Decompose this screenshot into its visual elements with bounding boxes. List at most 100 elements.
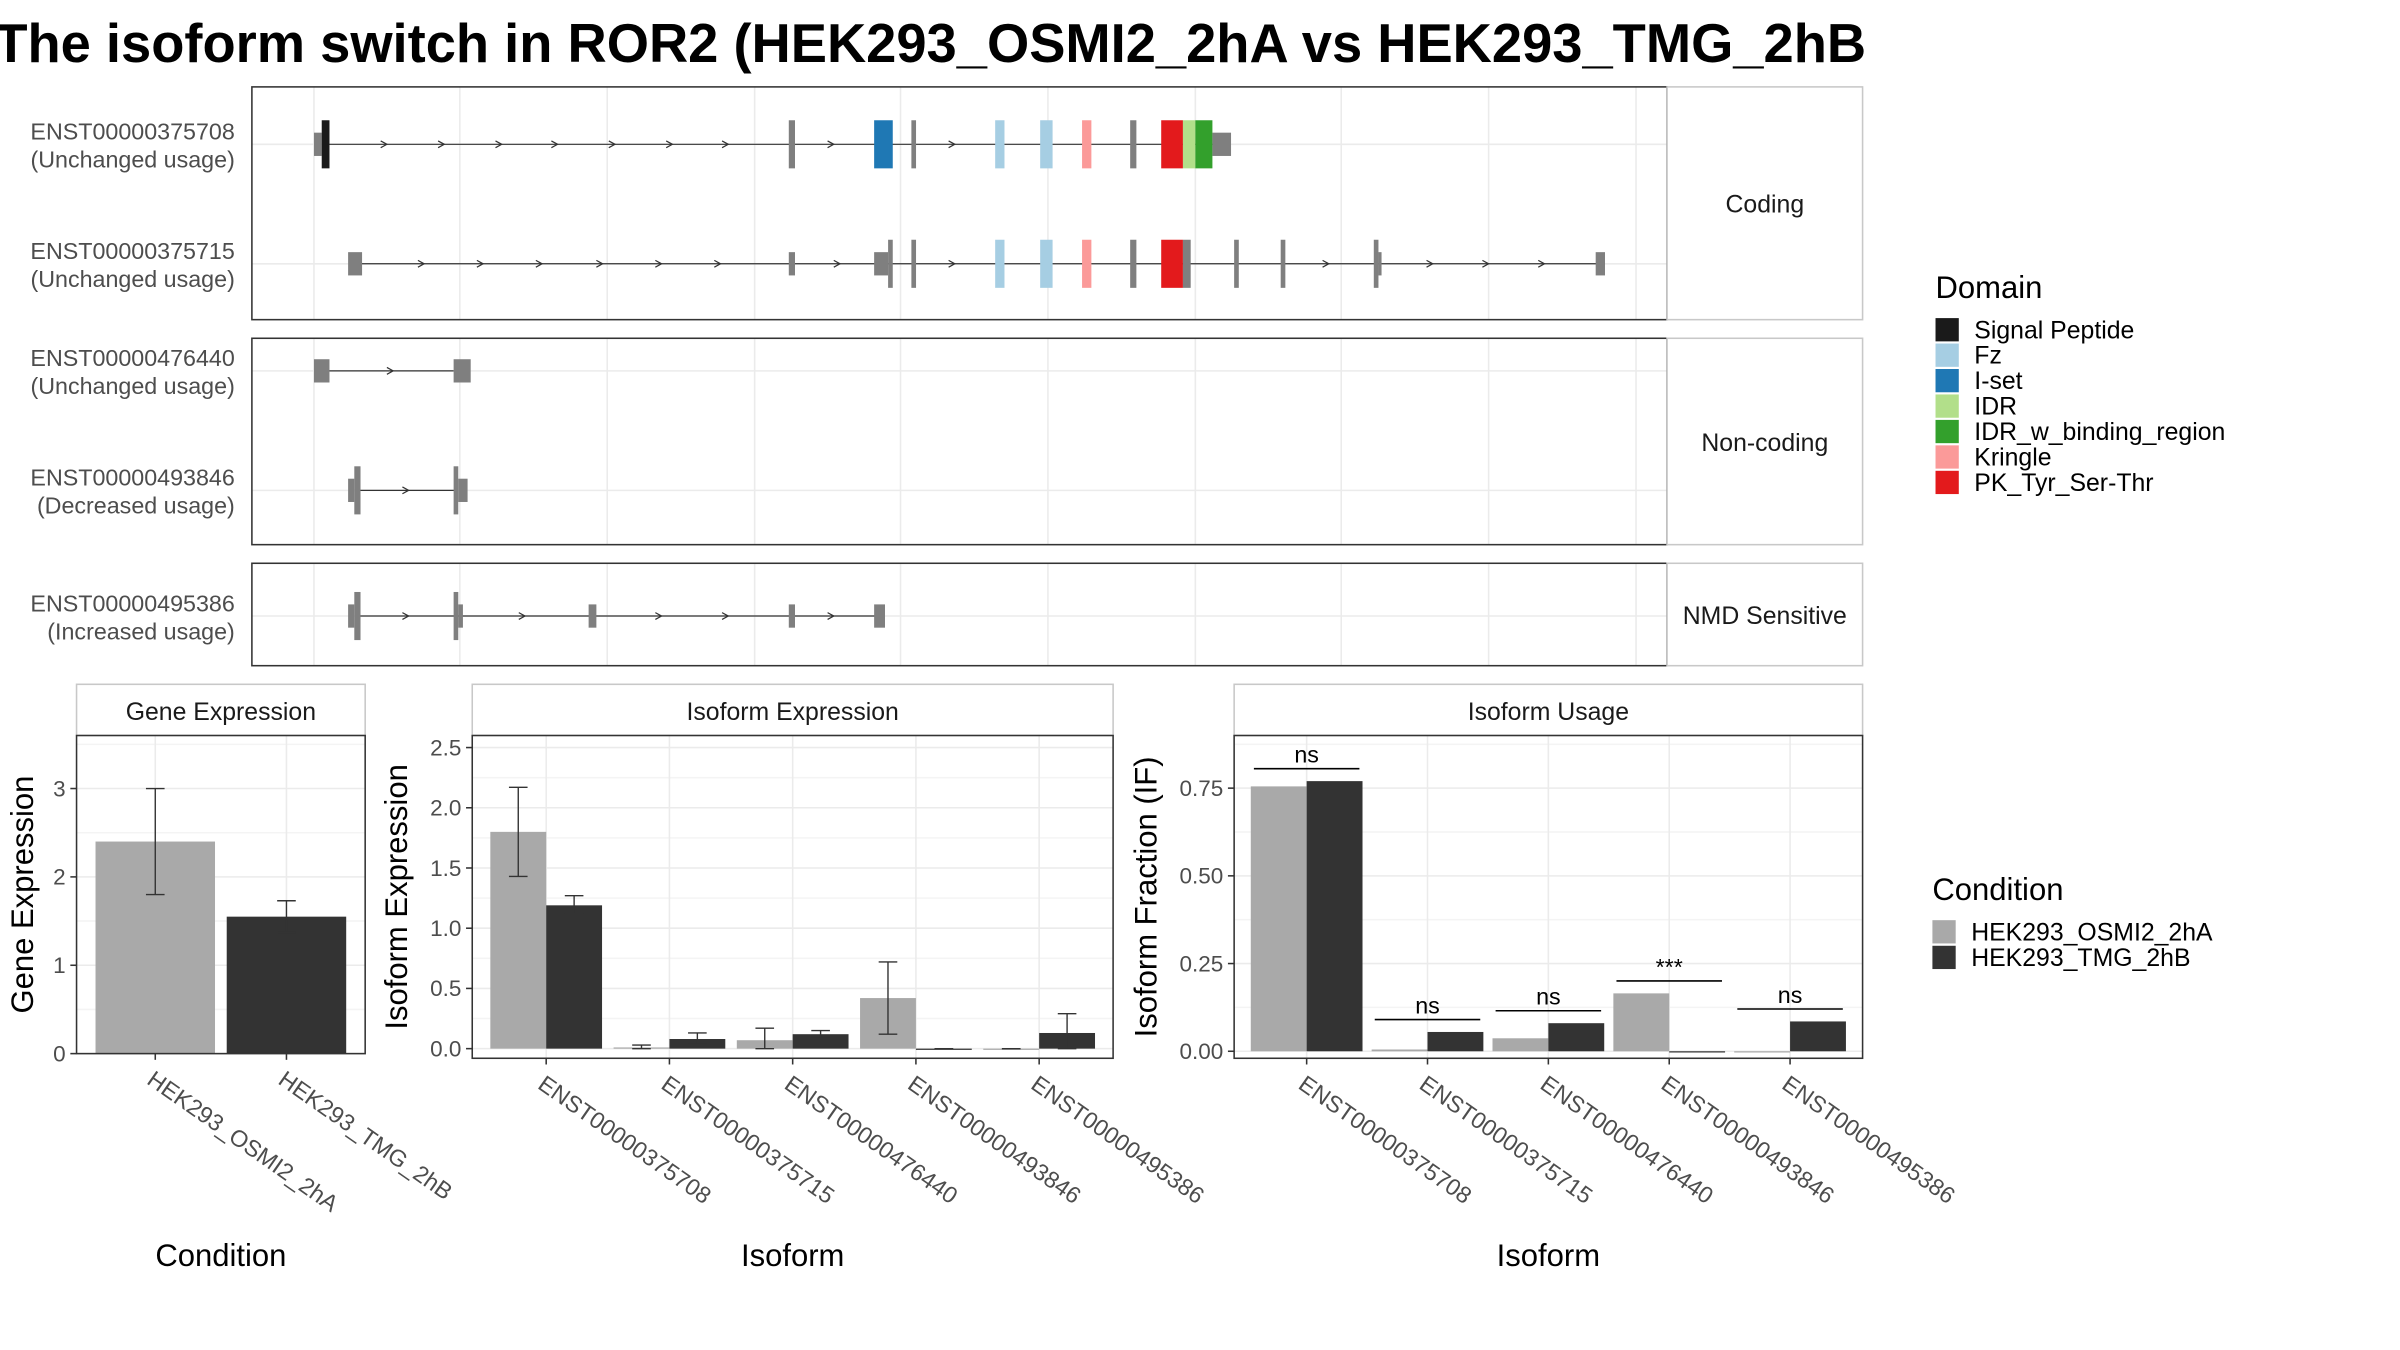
- panel-strip: [471, 683, 1114, 737]
- strand-arrow: [495, 140, 504, 149]
- y-tick-label: 0: [53, 1041, 66, 1066]
- isoform-usage-label: (Decreased usage): [37, 493, 235, 519]
- exon-block: [911, 120, 917, 169]
- exon-block: [874, 120, 893, 169]
- isoform-usage-label: (Unchanged usage): [30, 266, 234, 292]
- exon-block: [453, 359, 471, 383]
- y-axis-title: Isoform Expression: [379, 764, 414, 1029]
- exon-block: [1040, 239, 1053, 288]
- strand-arrow: [714, 259, 722, 268]
- exon-block: [788, 604, 795, 628]
- legend-swatch: [1935, 343, 1959, 367]
- facet-label: NMD Sensitive: [1683, 603, 1847, 630]
- exon-block: [321, 120, 330, 169]
- exon-block: [1373, 239, 1379, 288]
- domain-legend-title: Domain: [1936, 270, 2043, 305]
- bar: [1548, 1023, 1605, 1052]
- isoform-id-label: ENST00000375708: [30, 119, 234, 145]
- exon-block: [1280, 239, 1286, 288]
- condition-legend-title: Condition: [1932, 872, 2063, 907]
- strand-arrow: [721, 140, 730, 149]
- significance-label: ns: [1778, 982, 1803, 1008]
- legend-label: Signal Peptide: [1974, 317, 2134, 344]
- bar: [1250, 786, 1307, 1052]
- y-tick-label: 2: [53, 865, 66, 890]
- legend-swatch: [1935, 394, 1959, 418]
- exon-block: [1182, 120, 1196, 169]
- strand-arrow: [1482, 259, 1490, 268]
- bar: [226, 916, 347, 1054]
- legend-swatch: [1935, 419, 1959, 444]
- exon-block: [1130, 239, 1137, 288]
- legend-label: PK_Tyr_Ser-Thr: [1974, 470, 2153, 497]
- strand-arrow: [380, 140, 389, 149]
- legend-label: I-set: [1974, 368, 2022, 395]
- significance-label: ***: [1656, 954, 1683, 980]
- strand-arrow: [827, 140, 836, 149]
- exon-block: [1082, 120, 1092, 169]
- panel-strip: [75, 683, 366, 737]
- exon-block: [458, 478, 468, 502]
- bar: [1306, 781, 1363, 1052]
- y-tick-label: 0.25: [1179, 951, 1223, 976]
- legend-label: Kringle: [1974, 445, 2051, 472]
- strand-arrow: [518, 612, 527, 620]
- strand-arrow: [948, 140, 957, 149]
- exon-block: [453, 591, 459, 641]
- panel-background: [251, 563, 1668, 666]
- isoform-id-label: ENST00000476440: [30, 345, 234, 371]
- panel-strip: [1233, 683, 1864, 737]
- exon-block: [453, 466, 459, 515]
- isoform-usage-label: (Unchanged usage): [30, 147, 234, 173]
- bar: [1371, 1049, 1428, 1052]
- exon-block: [788, 120, 795, 169]
- strand-arrow: [551, 140, 559, 149]
- y-axis-title: Gene Expression: [5, 776, 40, 1014]
- exon-block: [313, 359, 330, 383]
- strand-arrow: [402, 612, 410, 620]
- y-tick-label: 1: [53, 953, 66, 978]
- y-axis-title: Isoform Fraction (IF): [1129, 756, 1164, 1037]
- x-axis-title: Condition: [155, 1238, 286, 1273]
- exon-block: [1040, 120, 1053, 169]
- panel-title: Isoform Usage: [1468, 699, 1629, 726]
- exon-block: [1130, 120, 1137, 169]
- legend-swatch: [1932, 920, 1956, 944]
- isoform-id-label: ENST00000495386: [30, 590, 234, 616]
- strand-arrow: [417, 259, 426, 268]
- strand-arrow: [665, 140, 674, 149]
- exon-block: [1595, 252, 1605, 276]
- facet-label: Non-coding: [1701, 430, 1828, 457]
- legend-label: HEK293_OSMI2_2hA: [1971, 919, 2213, 946]
- y-tick-label: 0.75: [1179, 776, 1223, 801]
- isoform-usage-label: (Unchanged usage): [30, 373, 234, 399]
- strand-arrow: [608, 140, 617, 149]
- exon-block: [1161, 120, 1183, 169]
- legend-label: HEK293_TMG_2hB: [1971, 945, 2190, 972]
- exon-block: [1195, 120, 1213, 169]
- y-tick-label: 2.5: [430, 735, 461, 760]
- x-axis-title: Isoform: [1497, 1238, 1600, 1273]
- panel-background: [251, 338, 1668, 545]
- exon-block: [1234, 239, 1239, 288]
- isoform-usage-label: (Increased usage): [47, 618, 235, 644]
- strand-arrow: [437, 140, 446, 149]
- significance-label: ns: [1415, 992, 1440, 1018]
- bar: [1613, 993, 1670, 1052]
- bar: [1427, 1031, 1484, 1052]
- y-tick-label: 2.0: [430, 796, 461, 821]
- panel-title: Isoform Expression: [686, 699, 898, 726]
- exon-block: [911, 239, 917, 288]
- legend-label: IDR_w_binding_region: [1974, 419, 2225, 446]
- strand-arrow: [827, 612, 836, 620]
- legend-swatch: [1935, 369, 1959, 393]
- y-tick-label: 1.5: [430, 856, 461, 881]
- strand-arrow: [476, 259, 485, 268]
- y-tick-label: 3: [53, 776, 66, 801]
- significance-label: ns: [1536, 984, 1561, 1010]
- exon-block: [788, 252, 795, 276]
- domain-legend: Domain Signal PeptideFzI-setIDRIDR_w_bind…: [1935, 270, 2225, 497]
- y-tick-label: 1.0: [430, 916, 461, 941]
- panel-border: [75, 734, 366, 1055]
- exon-block: [888, 239, 893, 288]
